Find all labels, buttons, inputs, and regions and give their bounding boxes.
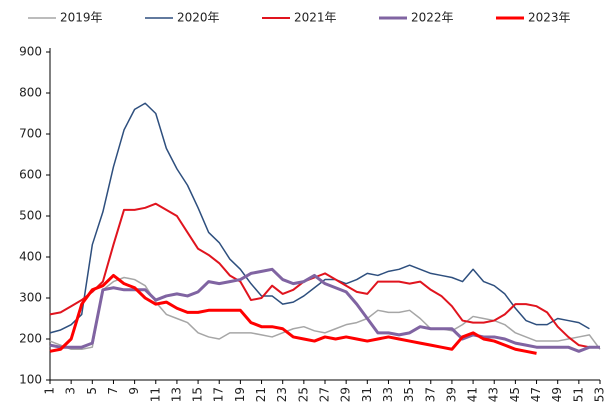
- y-tick-label: 300: [19, 291, 42, 305]
- series-line: [49, 102, 590, 334]
- series-line: [49, 202, 590, 349]
- x-tick-label: 49: [550, 387, 564, 402]
- y-tick-label: 100: [19, 373, 42, 387]
- x-tick-label: 1: [43, 387, 57, 395]
- y-tick-label: 400: [19, 250, 42, 264]
- x-tick-label: 5: [85, 387, 99, 395]
- y-tick-label: 200: [19, 332, 42, 346]
- y-tick-label: 700: [19, 127, 42, 141]
- y-tick-label: 900: [19, 45, 42, 59]
- x-tick-label: 33: [381, 387, 395, 402]
- x-tick-label: 19: [233, 387, 247, 402]
- legend-label: 2022年: [411, 11, 454, 25]
- x-tick-label: 3: [64, 387, 78, 395]
- series-line: [49, 276, 601, 350]
- x-tick-label: 47: [529, 387, 543, 402]
- x-tick-label: 37: [423, 387, 437, 402]
- x-tick-label: 43: [487, 387, 501, 402]
- series-line: [49, 267, 600, 353]
- legend-label: 2019年: [60, 11, 103, 25]
- x-tick-label: 41: [466, 387, 480, 402]
- x-tick-label: 31: [360, 387, 374, 402]
- x-tick-label: 51: [571, 387, 585, 402]
- x-tick-label: 15: [191, 387, 205, 402]
- legend-label: 2021年: [294, 11, 337, 25]
- x-tick-label: 45: [508, 387, 522, 402]
- legend-label: 2020年: [177, 11, 220, 25]
- x-tick-label: 35: [402, 387, 416, 402]
- y-tick-label: 800: [19, 86, 42, 100]
- x-tick-label: 23: [275, 387, 289, 402]
- series-line: [49, 273, 537, 355]
- y-tick-label: 600: [19, 168, 42, 182]
- x-tick-label: 9: [127, 387, 141, 395]
- x-tick-label: 13: [169, 387, 183, 402]
- x-tick-label: 53: [593, 387, 604, 402]
- x-tick-label: 11: [148, 387, 162, 402]
- x-tick-label: 39: [444, 387, 458, 402]
- y-tick-label: 500: [19, 209, 42, 223]
- x-tick-label: 7: [106, 387, 120, 395]
- legend-label: 2023年: [528, 11, 571, 25]
- x-tick-label: 27: [318, 387, 332, 402]
- x-tick-label: 25: [296, 387, 310, 402]
- x-tick-label: 29: [339, 387, 353, 402]
- x-tick-label: 21: [254, 387, 268, 402]
- x-tick-label: 17: [212, 387, 226, 402]
